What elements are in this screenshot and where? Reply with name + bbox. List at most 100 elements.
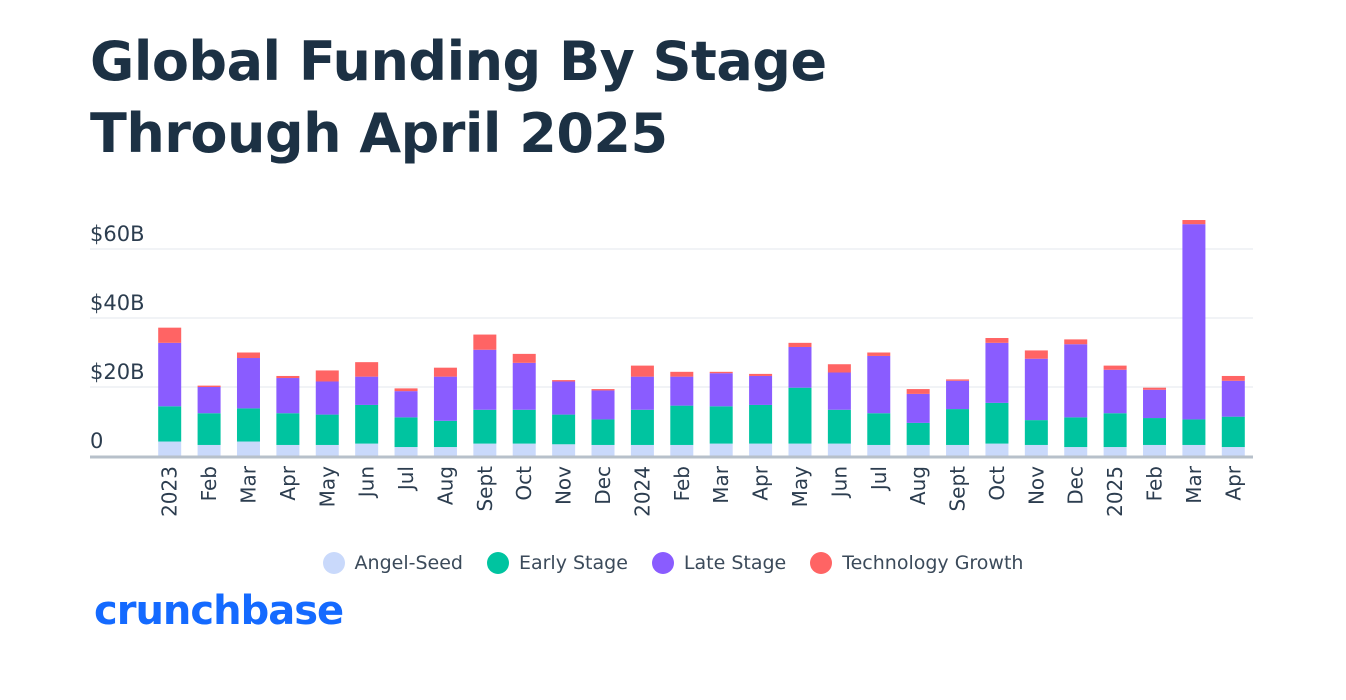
bar-segment-technology-growth bbox=[315, 370, 339, 382]
bar-segment-technology-growth bbox=[709, 371, 733, 374]
bar-segment-technology-growth bbox=[630, 365, 654, 377]
bar-segment-angel-seed bbox=[512, 443, 536, 456]
bar-segment-early-stage bbox=[906, 422, 930, 445]
legend-label: Angel-Seed bbox=[354, 552, 463, 574]
bar-segment-early-stage bbox=[315, 414, 339, 445]
bar-segment-angel-seed bbox=[1221, 447, 1245, 456]
bar-segment-late-stage bbox=[591, 390, 615, 420]
x-tick-label: Dec bbox=[591, 466, 615, 505]
x-tick-label: Feb bbox=[670, 466, 694, 501]
x-tick-label: May bbox=[788, 466, 812, 508]
bar-segment-angel-seed bbox=[276, 444, 300, 456]
bar-segment-late-stage bbox=[1182, 224, 1206, 420]
legend-swatch bbox=[486, 552, 509, 574]
bar-segment-angel-seed bbox=[788, 443, 812, 456]
x-tick-label: Mar bbox=[1182, 465, 1206, 504]
x-tick-label: 2025 bbox=[1103, 466, 1127, 517]
bar-segment-early-stage bbox=[827, 409, 851, 444]
bar-segment-technology-growth bbox=[906, 389, 930, 394]
x-tick-label: Sept bbox=[946, 466, 970, 512]
bar-segment-technology-growth bbox=[197, 385, 221, 387]
bar-segment-early-stage bbox=[236, 408, 260, 442]
bar-segment-late-stage bbox=[1064, 344, 1088, 418]
bar-segment-angel-seed bbox=[709, 443, 733, 456]
bar-segment-technology-growth bbox=[394, 388, 418, 392]
stacked-bar-chart: 0 $20B $40B $60B 2023 Feb Mar Apr May Jun Jul Aug S… bbox=[90, 220, 1253, 517]
legend-item: Late Stage bbox=[651, 552, 787, 574]
bars bbox=[158, 220, 1245, 456]
bar-segment-angel-seed bbox=[630, 444, 654, 456]
x-tick-label: Feb bbox=[1143, 466, 1167, 501]
legend-swatch bbox=[810, 552, 833, 574]
bar-segment-technology-growth bbox=[1221, 375, 1245, 381]
y-tick-label: $60B bbox=[90, 222, 145, 246]
bar-segment-late-stage bbox=[1143, 389, 1167, 419]
legend-item: Early Stage bbox=[486, 552, 628, 574]
bar-segment-early-stage bbox=[749, 404, 773, 444]
bar-segment-early-stage bbox=[946, 409, 970, 445]
bar-segment-late-stage bbox=[315, 381, 339, 415]
bar-segment-late-stage bbox=[788, 346, 812, 388]
bar-segment-late-stage bbox=[1103, 369, 1127, 414]
bar-segment-late-stage bbox=[906, 393, 930, 423]
bar-segment-angel-seed bbox=[591, 444, 615, 456]
bar-segment-technology-growth bbox=[827, 364, 851, 373]
bar-segment-early-stage bbox=[1024, 420, 1048, 445]
chart-title: Global Funding By Stage Through April 20… bbox=[90, 30, 827, 165]
bar-segment-technology-growth bbox=[591, 389, 615, 391]
bar-segment-angel-seed bbox=[158, 441, 182, 456]
bar-segment-angel-seed bbox=[670, 444, 694, 456]
bar-segment-technology-growth bbox=[276, 375, 300, 379]
x-tick-label: Oct bbox=[512, 466, 536, 501]
bar-segment-late-stage bbox=[355, 376, 379, 405]
legend-item: Angel-Seed bbox=[322, 552, 463, 574]
x-tick-label: Nov bbox=[1024, 466, 1048, 505]
bar-segment-technology-growth bbox=[512, 353, 536, 363]
bar-segment-angel-seed bbox=[1103, 447, 1127, 456]
bar-segment-early-stage bbox=[473, 409, 497, 444]
bar-segment-technology-growth bbox=[355, 362, 379, 377]
bar-segment-late-stage bbox=[985, 342, 1009, 403]
bar-segment-angel-seed bbox=[1024, 444, 1048, 456]
bar-segment-late-stage bbox=[433, 376, 457, 421]
bar-segment-early-stage bbox=[867, 413, 891, 445]
x-tick-label: Aug bbox=[433, 466, 457, 505]
bar-segment-late-stage bbox=[473, 349, 497, 410]
bar-segment-early-stage bbox=[552, 414, 576, 445]
bar-segment-angel-seed bbox=[867, 444, 891, 456]
bar-segment-angel-seed bbox=[827, 443, 851, 456]
bar-segment-late-stage bbox=[1221, 380, 1245, 417]
x-tick-label: Aug bbox=[906, 466, 930, 505]
x-axis-tick-labels: 2023 Feb Mar Apr May Jun Jul Aug Sept Oct Nov Dec 20… bbox=[158, 465, 1246, 517]
bar-segment-angel-seed bbox=[197, 444, 221, 456]
bar-segment-technology-growth bbox=[158, 327, 182, 343]
x-tick-label: Jun bbox=[827, 466, 851, 499]
x-tick-label: Apr bbox=[749, 465, 773, 500]
bar-segment-technology-growth bbox=[552, 380, 576, 382]
bar-segment-technology-growth bbox=[946, 379, 970, 381]
bar-segment-technology-growth bbox=[1182, 220, 1206, 225]
bar-segment-early-stage bbox=[709, 406, 733, 444]
bar-segment-technology-growth bbox=[1143, 387, 1167, 390]
bar-segment-technology-growth bbox=[985, 338, 1009, 343]
bar-segment-early-stage bbox=[355, 404, 379, 444]
legend-swatch bbox=[322, 552, 345, 574]
bar-segment-angel-seed bbox=[1064, 447, 1088, 456]
bar-segment-early-stage bbox=[1221, 416, 1245, 448]
bar-segment-late-stage bbox=[867, 355, 891, 414]
bar-segment-early-stage bbox=[1182, 419, 1206, 445]
bar-segment-early-stage bbox=[158, 406, 182, 442]
bar-segment-early-stage bbox=[276, 413, 300, 445]
legend-item: Technology Growth bbox=[810, 552, 1023, 574]
bar-segment-technology-growth bbox=[670, 371, 694, 377]
bar-segment-early-stage bbox=[985, 402, 1009, 444]
bar-segment-angel-seed bbox=[946, 444, 970, 456]
bar-segment-early-stage bbox=[1143, 418, 1167, 445]
bar-segment-early-stage bbox=[630, 409, 654, 445]
legend-label: Late Stage bbox=[683, 552, 787, 574]
bar-segment-late-stage bbox=[827, 372, 851, 410]
bar-segment-technology-growth bbox=[1103, 365, 1127, 370]
bar-segment-technology-growth bbox=[788, 342, 812, 347]
bar-segment-late-stage bbox=[236, 358, 260, 409]
bar-segment-late-stage bbox=[1024, 358, 1048, 421]
